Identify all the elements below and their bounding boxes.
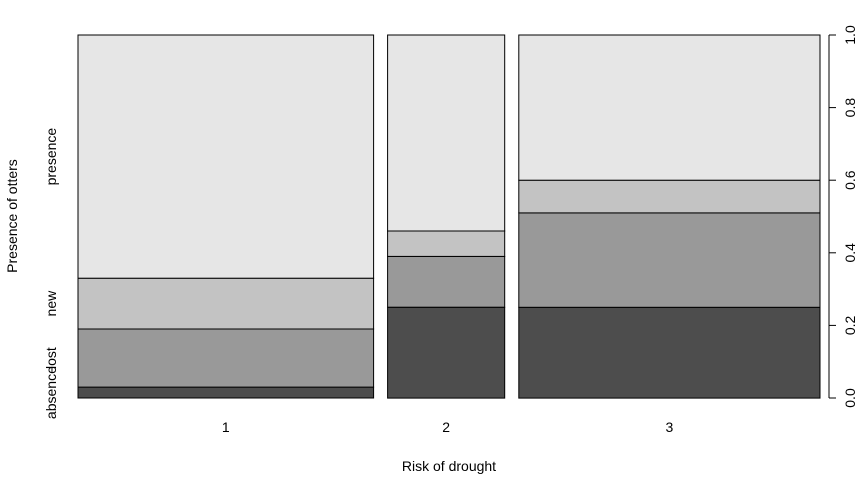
right-tick-label: 0.2 — [842, 315, 858, 335]
y-level-presence: presence — [43, 128, 59, 186]
mosaic-bars — [77, 34, 821, 399]
y-level-lost: lost — [43, 347, 59, 369]
right-tick-label: 0.6 — [842, 170, 858, 190]
x-tick-labels: 1 2 3 — [222, 419, 674, 435]
right-tick-label: 0.0 — [842, 388, 858, 408]
tile-new-2 — [387, 230, 506, 257]
tile-presence-2 — [387, 34, 506, 232]
y-level-absence: absence — [43, 366, 59, 419]
tile-presence-3 — [518, 34, 821, 181]
tile-absence-1 — [77, 386, 375, 399]
right-tick-label: 0.8 — [842, 98, 858, 118]
right-tick-label: 1.0 — [842, 25, 858, 45]
x-axis-label: Risk of drought — [402, 458, 496, 474]
y-axis-label: Presence of otters — [4, 159, 20, 273]
tile-new-1 — [77, 277, 375, 330]
tile-absence-2 — [387, 306, 506, 399]
tile-presence-1 — [77, 34, 375, 279]
right-tick-label: 0.4 — [842, 243, 858, 263]
x-tick-2: 2 — [442, 419, 450, 435]
x-tick-3: 3 — [666, 419, 674, 435]
y-level-new: new — [43, 290, 59, 317]
right-axis: 0.0 0.2 0.4 0.6 0.8 1.0 — [828, 25, 858, 408]
tile-new-3 — [518, 179, 821, 214]
tile-lost-2 — [387, 255, 506, 308]
tile-absence-3 — [518, 306, 821, 399]
tile-lost-3 — [518, 212, 821, 308]
x-tick-1: 1 — [222, 419, 230, 435]
tile-lost-1 — [77, 328, 375, 388]
